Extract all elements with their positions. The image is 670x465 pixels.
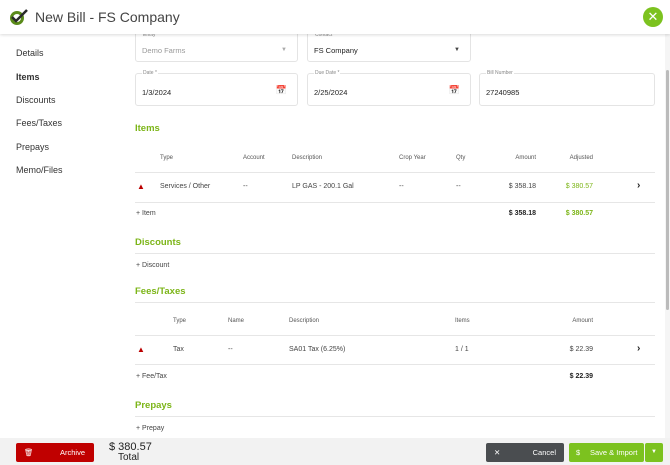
fee-description: SA01 Tax (6.25%)	[289, 346, 346, 353]
column-header: Type	[160, 155, 174, 161]
date-value: 1/3/2024	[142, 88, 172, 97]
entity-label: Entity	[142, 32, 157, 38]
fee-amount: $ 22.39	[569, 346, 593, 353]
contact-value: FS Company	[314, 46, 358, 55]
add-fee-tax-button[interactable]: + Fee/Tax	[136, 373, 167, 380]
bill-number-field[interactable]: Bill Number 27240985	[479, 70, 655, 106]
item-qty: --	[456, 183, 461, 190]
archive-label: Archive	[60, 448, 86, 457]
chevron-down-icon: ▼	[281, 47, 287, 53]
entity-value: Demo Farms	[142, 46, 186, 55]
contact-label: Contact	[314, 32, 334, 38]
sidebar-item-prepays[interactable]: Prepays	[16, 142, 50, 152]
items-heading: Items	[135, 123, 160, 134]
footer: 🗑 Archive $ 380.57 Total ✕ Cancel $ Save…	[0, 438, 670, 465]
sidebar-item-discounts[interactable]: Discounts	[16, 95, 56, 105]
add-discount-button[interactable]: + Discount	[136, 262, 170, 269]
column-header: Amount	[515, 155, 536, 161]
save-options-dropdown[interactable]: ▼	[645, 443, 663, 462]
calendar-icon[interactable]: 📅	[448, 85, 460, 95]
header: New Bill - FS Company ✕	[0, 0, 670, 34]
sidebar-item-memo-files[interactable]: Memo/Files	[16, 165, 63, 175]
date-label: Date *	[142, 70, 158, 76]
item-description: LP GAS - 200.1 Gal	[292, 183, 354, 190]
add-item-button[interactable]: + Item	[136, 210, 156, 217]
save-import-button[interactable]: $ Save & Import	[569, 443, 644, 462]
column-header: Adjusted	[569, 155, 593, 161]
prepays-heading: Prepays	[135, 400, 172, 411]
due-date-value: 2/25/2024	[314, 88, 348, 97]
column-header: Amount	[572, 318, 593, 324]
sidebar-item-details[interactable]: Details	[16, 48, 44, 58]
due-date-field[interactable]: Due Date * 2/25/2024 📅	[307, 70, 471, 106]
items-total-adjusted: $ 380.57	[565, 210, 593, 217]
sidebar-item-items[interactable]: Items	[16, 72, 40, 82]
item-adjusted: $ 380.57	[565, 183, 593, 190]
trash-icon: 🗑	[24, 448, 34, 457]
chevron-down-icon: ▼	[454, 47, 460, 53]
fee-type: Tax	[173, 346, 184, 353]
fee-items: 1 / 1	[455, 346, 469, 353]
item-type: Services / Other	[160, 183, 211, 190]
add-prepay-button[interactable]: + Prepay	[136, 425, 165, 432]
calendar-icon[interactable]: 📅	[275, 85, 287, 95]
farm-logo-icon	[10, 9, 28, 25]
chevron-right-icon[interactable]: ›	[637, 180, 641, 191]
column-header: Qty	[456, 155, 466, 161]
column-header: Account	[243, 155, 265, 161]
item-amount: $ 358.18	[508, 183, 536, 190]
column-header: Description	[289, 318, 320, 324]
document-dollar-icon: $	[576, 448, 581, 457]
fees-taxes-heading: Fees/Taxes	[135, 286, 186, 297]
close-icon: ✕	[647, 9, 659, 24]
warning-icon: ▲	[137, 182, 145, 191]
due-date-label: Due Date *	[314, 70, 341, 76]
discounts-heading: Discounts	[135, 237, 181, 248]
column-header: Name	[228, 318, 245, 324]
column-header: Type	[173, 318, 187, 324]
page-title: New Bill - FS Company	[35, 9, 180, 25]
column-header: Description	[292, 155, 323, 161]
total-label: Total	[118, 452, 140, 463]
date-field[interactable]: Date * 1/3/2024 📅	[135, 70, 298, 106]
fee-name: --	[228, 346, 233, 353]
bill-number-label: Bill Number	[486, 70, 514, 76]
scrollbar-thumb[interactable]	[666, 70, 669, 310]
close-icon: ✕	[494, 448, 501, 457]
table-row[interactable]: ▲ Services / Other -- LP GAS - 200.1 Gal…	[135, 173, 655, 202]
chevron-down-icon: ▼	[651, 449, 657, 455]
sidebar-item-fees-taxes[interactable]: Fees/Taxes	[16, 118, 63, 128]
warning-icon: ▲	[137, 345, 145, 354]
save-import-label: Save & Import	[590, 448, 638, 457]
chevron-right-icon[interactable]: ›	[637, 343, 641, 354]
fees-total: $ 22.39	[569, 373, 593, 380]
column-header: Items	[455, 318, 470, 324]
item-account: --	[243, 183, 248, 190]
items-total-amount: $ 358.18	[508, 210, 536, 217]
archive-button[interactable]: 🗑 Archive	[16, 443, 94, 462]
item-crop-year: --	[399, 183, 404, 190]
bill-number-value: 27240985	[486, 88, 520, 97]
contact-select[interactable]: Contact FS Company ▼	[307, 29, 471, 62]
cancel-button[interactable]: ✕ Cancel	[486, 443, 564, 462]
column-header: Crop Year	[399, 155, 426, 161]
entity-select[interactable]: Entity Demo Farms ▼	[135, 29, 298, 62]
close-button[interactable]: ✕	[643, 7, 663, 27]
table-row[interactable]: ▲ Tax -- SA01 Tax (6.25%) 1 / 1 $ 22.39 …	[135, 336, 655, 364]
total-value: $ 380.57	[109, 441, 152, 453]
cancel-label: Cancel	[532, 448, 556, 457]
